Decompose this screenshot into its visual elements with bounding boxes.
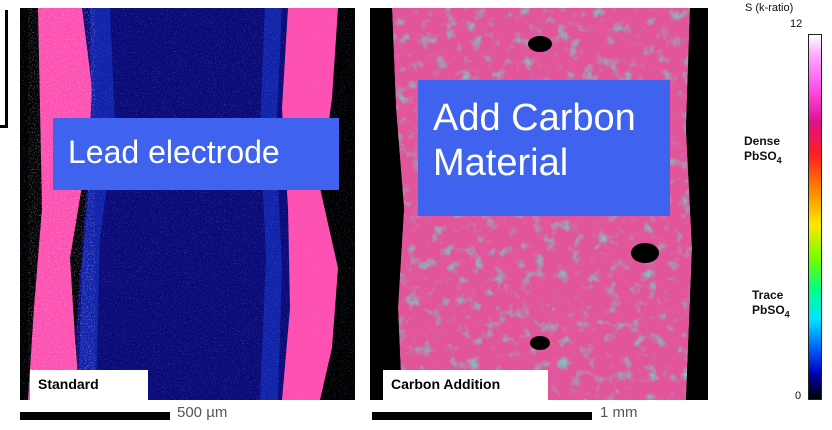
standard-tag: Standard <box>30 370 148 400</box>
scale-bar-left <box>20 412 170 420</box>
dense-label: Dense <box>744 134 781 148</box>
scale-label-left: 500 µm <box>177 404 228 421</box>
colorbar-title: S (k-ratio) <box>745 2 794 14</box>
dense-formula: PbSO4 <box>744 149 782 167</box>
colorbar <box>808 34 822 400</box>
scale-bar-right <box>372 412 592 420</box>
frame-bracket <box>0 10 8 128</box>
dense-formula-text: PbSO <box>744 149 777 163</box>
trace-formula-subscript: 4 <box>784 309 790 320</box>
trace-formula-text: PbSO <box>752 303 785 317</box>
standard-micrograph <box>20 8 355 400</box>
trace-pbso4-annotation: Trace PbSO4 <box>752 288 790 321</box>
colorbar-max-label: 12 <box>790 18 803 30</box>
add-carbon-label-line1: Add Carbon <box>433 97 636 139</box>
dense-formula-subscript: 4 <box>776 155 782 166</box>
trace-formula: PbSO4 <box>752 303 790 321</box>
scale-label-right: 1 mm <box>600 404 638 421</box>
lead-electrode-label: Lead electrode <box>53 118 339 190</box>
trace-label: Trace <box>752 288 784 302</box>
colorbar-min-label: 0 <box>795 390 802 402</box>
add-carbon-material-label: Add Carbon Material <box>418 80 670 216</box>
dense-pbso4-annotation: Dense PbSO4 <box>744 134 782 167</box>
carbon-addition-tag: Carbon Addition <box>383 370 548 400</box>
standard-micrograph-image <box>20 8 355 400</box>
add-carbon-label-line2: Material <box>433 141 569 184</box>
lead-electrode-label-text: Lead electrode <box>68 134 280 170</box>
